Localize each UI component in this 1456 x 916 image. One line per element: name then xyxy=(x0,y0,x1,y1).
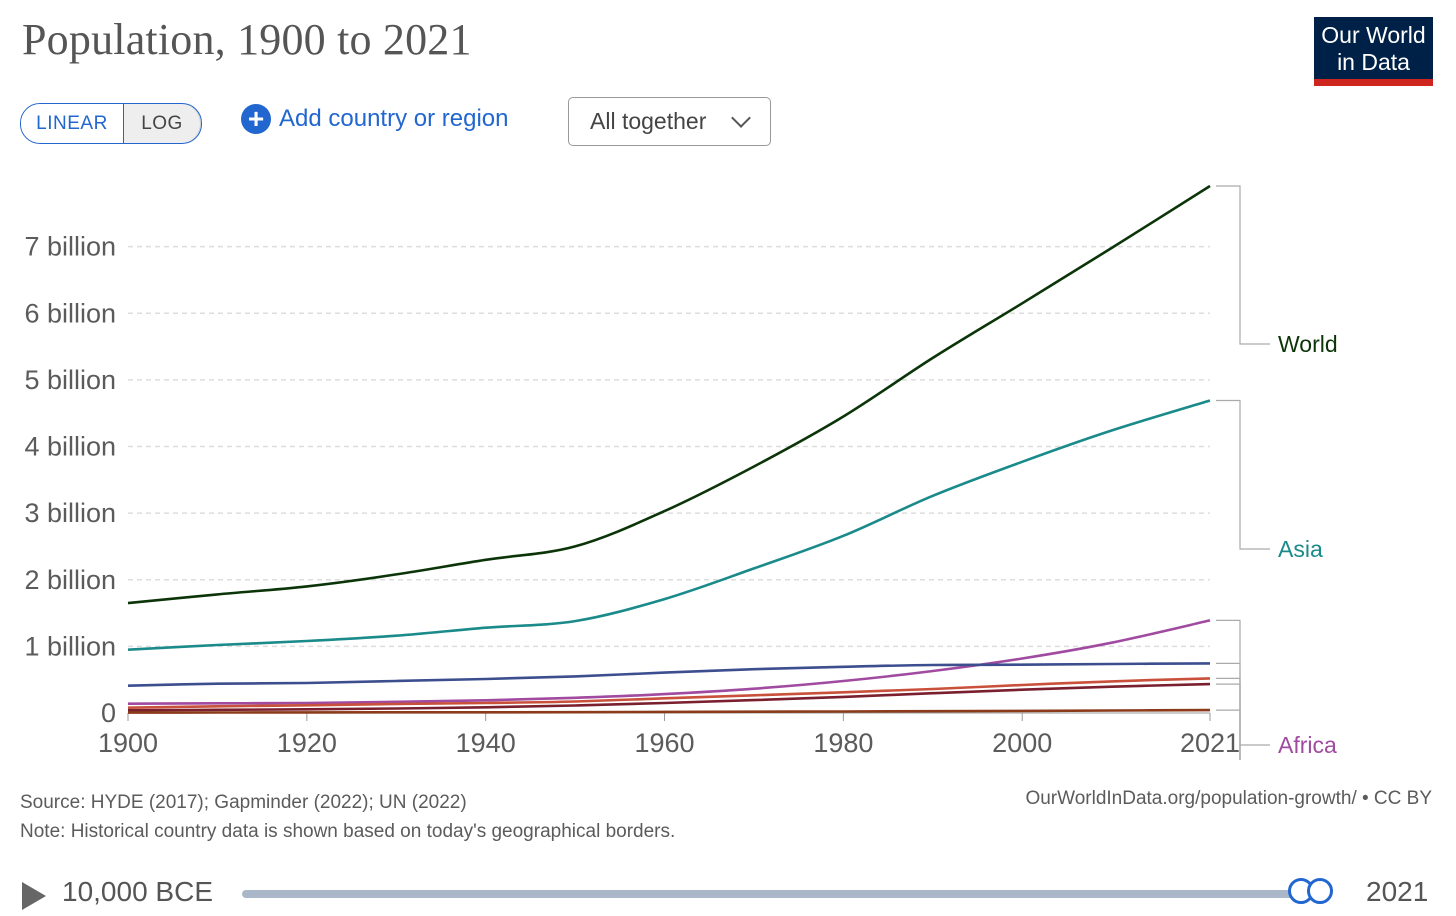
series-lines xyxy=(127,184,1211,714)
timeline-track[interactable] xyxy=(242,890,1312,898)
series-line-world xyxy=(127,184,1211,605)
leader-line xyxy=(1216,399,1270,550)
leader-line xyxy=(1216,709,1241,760)
source-url[interactable]: OurWorldInData.org/population-growth/ • … xyxy=(1025,788,1432,809)
axes: 0 1 billion 2 billion 3 billion 4 billion 5 b… xyxy=(24,232,1240,758)
add-country-label: Add country or region xyxy=(279,105,509,132)
logo-line-1: Our World xyxy=(1321,22,1426,48)
plus-circle-icon: + xyxy=(241,104,271,134)
x-tick-label: 1920 xyxy=(277,728,337,758)
linear-scale-button[interactable]: LINEAR xyxy=(21,104,124,143)
source-note: Source: HYDE (2017); Gapminder (2022); U… xyxy=(20,788,675,846)
x-tick-label: 1900 xyxy=(98,728,158,758)
x-tick-label: 2000 xyxy=(992,728,1052,758)
series-line-africa xyxy=(127,619,1211,705)
timeline-start-label: 10,000 BCE xyxy=(62,876,213,907)
series-line-asia xyxy=(127,399,1211,651)
timeline-end-label: 2021 xyxy=(1366,876,1429,907)
population-line-chart: 0 1 billion 2 billion 3 billion 4 billion 5 b… xyxy=(24,184,1338,760)
leader-line xyxy=(1216,185,1270,345)
x-tick-label: 1960 xyxy=(634,728,694,758)
x-tick-label: 2021 xyxy=(1180,728,1240,758)
y-tick-label: 5 billion xyxy=(24,365,116,395)
facet-dropdown[interactable]: All together xyxy=(568,97,771,146)
chart-title: Population, 1900 to 2021 xyxy=(22,15,472,64)
series-labels: WorldAsiaAfricaEuropeNorth AmericaSouth … xyxy=(1216,185,1338,760)
logo-line-2: in Data xyxy=(1337,49,1410,75)
timeline-handle-end[interactable] xyxy=(1307,878,1333,904)
x-tick-label: 1940 xyxy=(456,728,516,758)
y-tick-label: 0 xyxy=(101,698,116,728)
source-text: Source: HYDE (2017); Gapminder (2022); U… xyxy=(20,792,467,813)
chevron-down-icon xyxy=(731,108,751,128)
scale-toggle: LINEAR LOG xyxy=(20,103,202,144)
timeline: 10,000 BCE 2021 xyxy=(0,866,1456,916)
y-tick-label: 2 billion xyxy=(24,565,116,595)
series-line-south-america xyxy=(127,682,1211,712)
x-tick-label: 1980 xyxy=(813,728,873,758)
y-tick-label: 1 billion xyxy=(24,631,116,661)
series-line-europe xyxy=(127,662,1211,687)
play-icon[interactable] xyxy=(22,882,46,910)
series-label: Africa xyxy=(1278,732,1337,758)
y-tick-label: 7 billion xyxy=(24,232,116,262)
y-tick-label: 3 billion xyxy=(24,498,116,528)
note-text: Note: Historical country data is shown b… xyxy=(20,821,676,842)
log-scale-button[interactable]: LOG xyxy=(124,104,201,143)
series-label: World xyxy=(1278,331,1338,357)
series-line-oceania xyxy=(127,708,1211,714)
y-tick-label: 4 billion xyxy=(24,432,116,462)
leader-line xyxy=(1216,619,1270,746)
owid-logo[interactable]: Our World in Data xyxy=(1314,17,1433,86)
gridlines xyxy=(128,245,1210,648)
add-country-button[interactable]: + Add country or region xyxy=(241,101,508,137)
series-label: Asia xyxy=(1278,536,1323,562)
y-tick-label: 6 billion xyxy=(24,298,116,328)
dropdown-value: All together xyxy=(590,108,707,134)
series-line-north-america xyxy=(127,677,1211,709)
